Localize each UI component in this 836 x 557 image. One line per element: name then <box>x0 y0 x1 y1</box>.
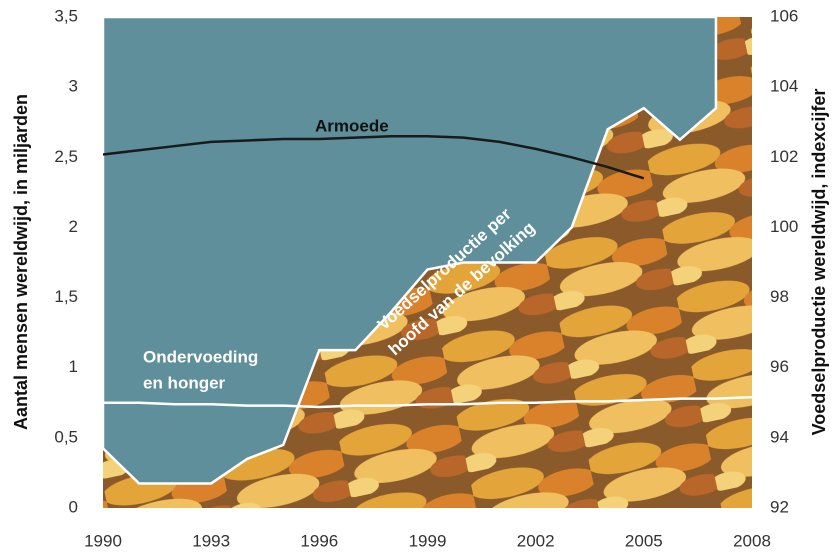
y-tick-label: 1 <box>69 357 78 376</box>
y-tick-label: 3 <box>69 77 78 96</box>
y2-tick-label: 102 <box>770 147 798 166</box>
y-tick-label: 3,5 <box>54 6 78 25</box>
y2-tick-label: 100 <box>770 217 798 236</box>
y-tick-label: 2,5 <box>54 147 78 166</box>
x-tick-label: 2002 <box>517 531 555 550</box>
x-tick-label: 2008 <box>733 531 771 550</box>
y2-tick-label: 92 <box>770 497 789 516</box>
x-tick-label: 2005 <box>625 531 663 550</box>
y2-axis-title: Voedselproductie wereldwijd, indexcijfer <box>809 89 829 436</box>
y-axis-title: Aantal mensen wereldwijd, in miljarden <box>11 94 31 430</box>
y2-tick-label: 98 <box>770 287 789 306</box>
annotation: Armoede <box>315 116 389 135</box>
y-tick-label: 0 <box>69 497 78 516</box>
annotation: Ondervoeding <box>143 347 258 366</box>
y2-tick-label: 94 <box>770 427 789 446</box>
x-tick-label: 1999 <box>409 531 447 550</box>
y-tick-label: 1,5 <box>54 287 78 306</box>
x-tick-label: 1990 <box>84 531 122 550</box>
y-tick-label: 2 <box>69 217 78 236</box>
y2-tick-label: 96 <box>770 357 789 376</box>
x-tick-label: 1993 <box>192 531 230 550</box>
page: Aantal mensen wereldwijd, in miljarden V… <box>0 0 836 557</box>
y-tick-label: 0,5 <box>54 427 78 446</box>
chart: Aantal mensen wereldwijd, in miljarden V… <box>0 0 836 557</box>
y2-tick-label: 104 <box>770 77 798 96</box>
x-tick-label: 1996 <box>300 531 338 550</box>
y2-tick-label: 106 <box>770 6 798 25</box>
annotation: en honger <box>143 373 226 392</box>
